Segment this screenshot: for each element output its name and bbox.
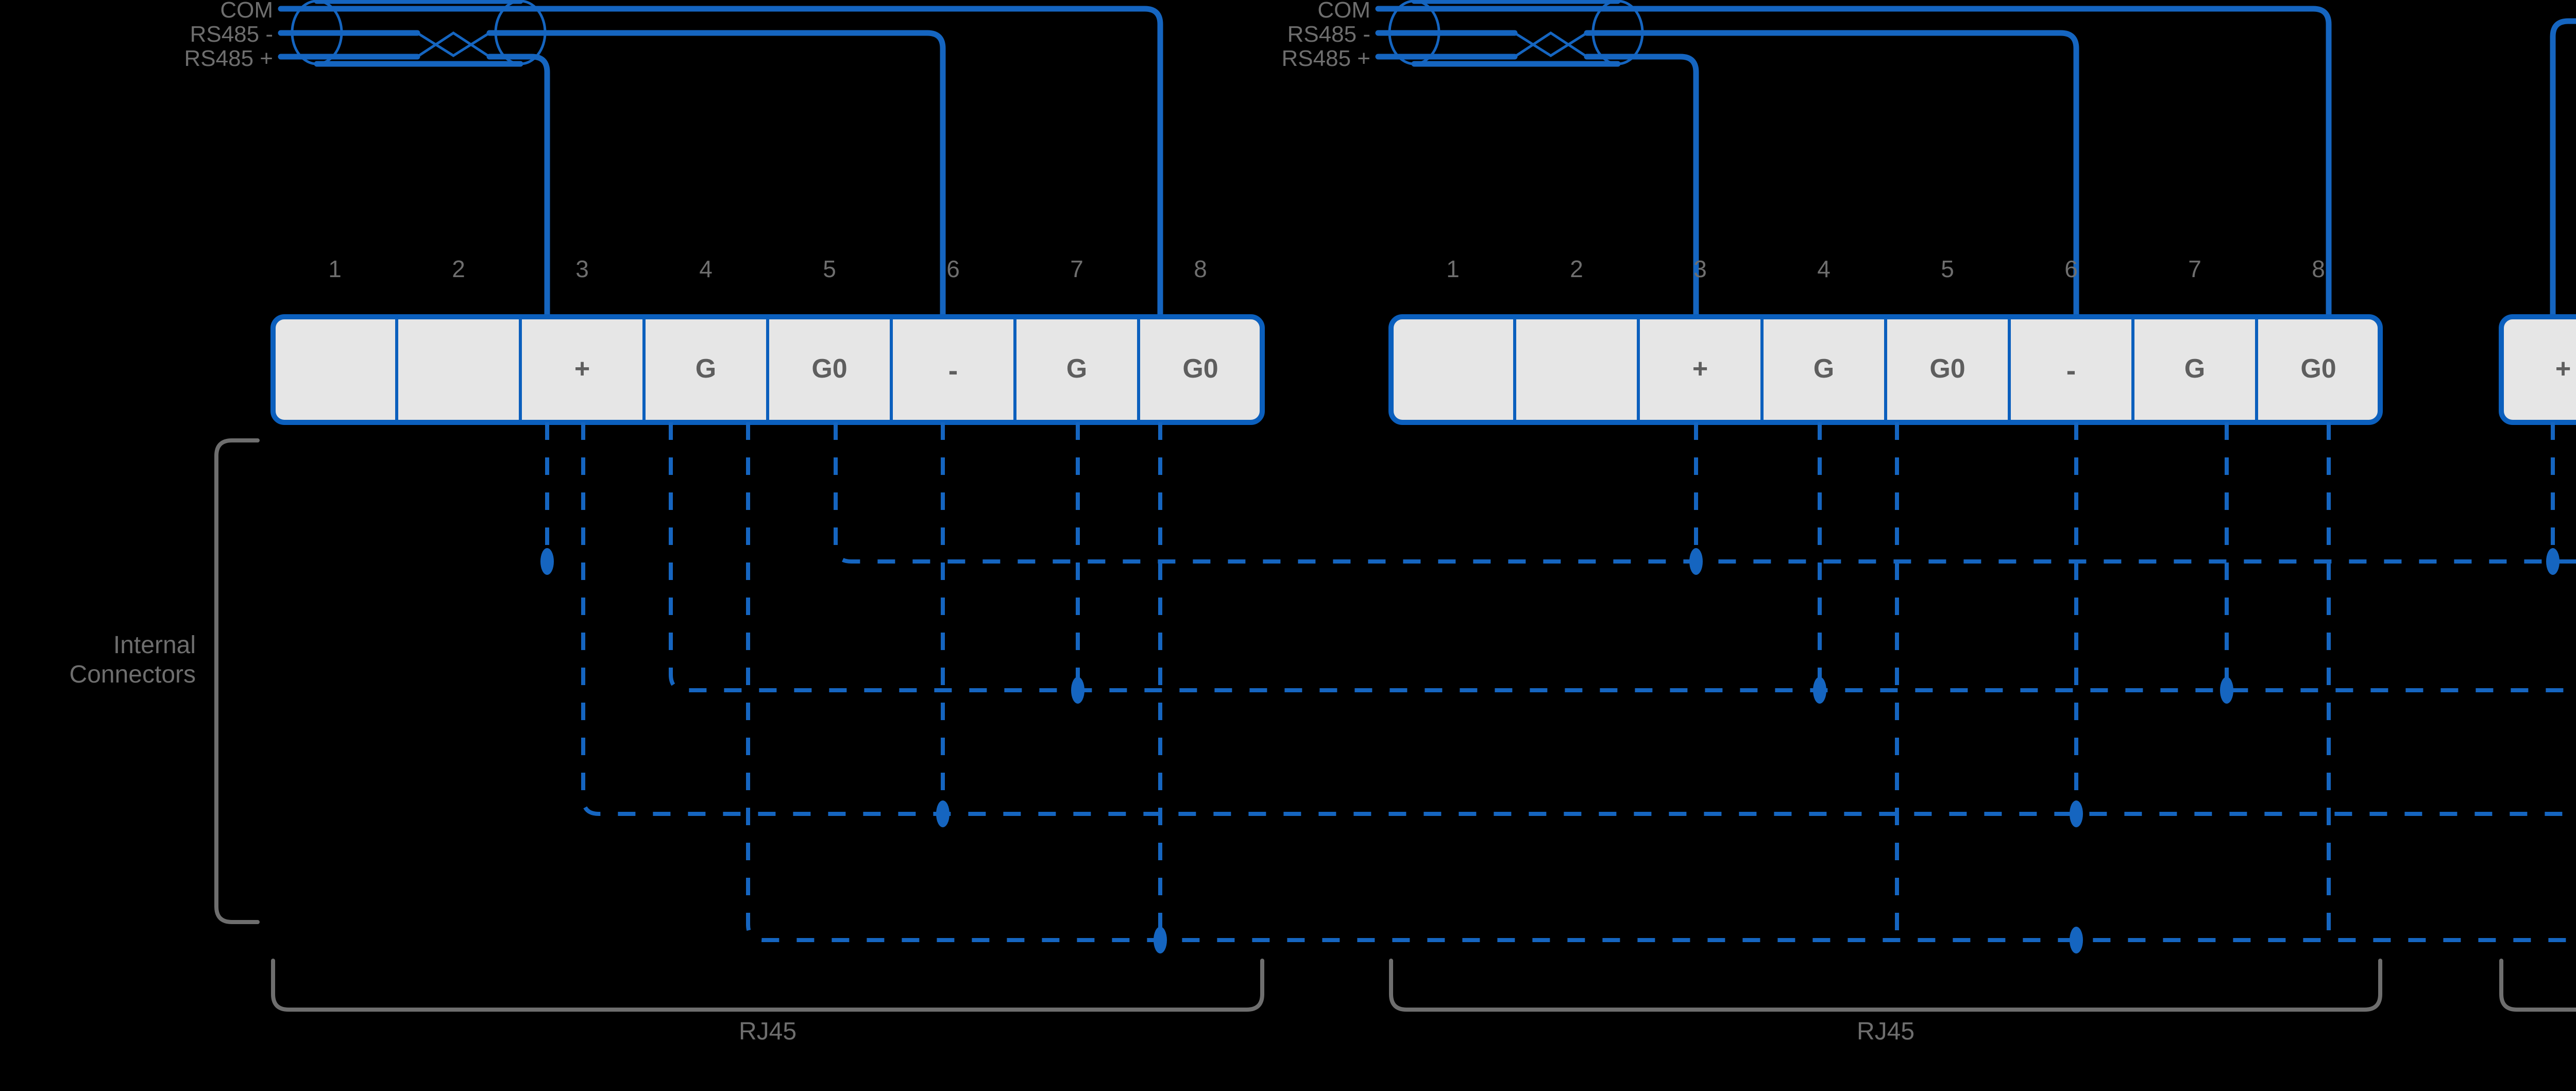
pin-number-rj45-right-7: 7 <box>2188 255 2201 282</box>
pin-number-rj45-left-7: 7 <box>1070 255 1083 282</box>
pin-label-rj45-left-3[interactable]: + <box>574 354 590 384</box>
cable-middle-wire-label-rs485-plus: RS485 + <box>1281 46 1370 71</box>
pin-label-rj45-left-5[interactable]: G0 <box>811 354 848 384</box>
cable-middle-wire-label-com: COM <box>1317 0 1370 23</box>
pin-number-rj45-left-3: 3 <box>575 255 589 282</box>
pin-number-rj45-right-5: 5 <box>1941 255 1954 282</box>
cable-left-wire-label-rs485-minus: RS485 - <box>190 22 273 47</box>
pin-label-rj45-right-3[interactable]: + <box>1692 354 1708 384</box>
pin-label-rj45-right-5[interactable]: G0 <box>1929 354 1965 384</box>
pin-label-rj45-left-6[interactable]: - <box>948 354 958 386</box>
pin-number-rj45-right-3: 3 <box>1693 255 1707 282</box>
terminal-block-screw[interactable] <box>2499 314 2576 425</box>
pin-number-rj45-left-5: 5 <box>823 255 836 282</box>
pin-label-rj45-right-4[interactable]: G <box>1813 354 1835 384</box>
bracket-label-rj45-left: RJ45 <box>738 1018 797 1045</box>
cable-right <box>2550 18 2576 322</box>
cable-middle <box>1375 0 2332 322</box>
pin-number-rj45-left-1: 1 <box>328 255 342 282</box>
bracket-rj45-left <box>271 959 1264 1012</box>
pin-label-rj45-right-8[interactable]: G0 <box>2300 354 2336 384</box>
bracket-screw-terminal <box>2499 959 2576 1012</box>
cable-left-wire-label-rs485-plus: RS485 + <box>184 46 273 71</box>
bracket-label-rj45-right: RJ45 <box>1856 1018 1915 1045</box>
pin-number-rj45-left-8: 8 <box>1194 255 1207 282</box>
pin-number-rj45-left-4: 4 <box>699 255 713 282</box>
cable-middle-wire-label-rs485-minus: RS485 - <box>1287 22 1370 47</box>
pin-number-rj45-left-6: 6 <box>946 255 960 282</box>
internal-bus-wiring <box>540 422 2576 953</box>
pin-number-rj45-right-2: 2 <box>1570 255 1583 282</box>
internal-connectors-label: Internal Connectors <box>69 632 196 688</box>
pin-label-rj45-left-4[interactable]: G <box>695 354 717 384</box>
pin-number-rj45-right-8: 8 <box>2312 255 2325 282</box>
pin-number-rj45-right-1: 1 <box>1446 255 1460 282</box>
pin-label-screw-terminal-1[interactable]: + <box>2555 354 2571 384</box>
pin-label-rj45-right-7[interactable]: G <box>2184 354 2206 384</box>
pin-number-rj45-right-4: 4 <box>1817 255 1831 282</box>
pin-number-rj45-right-6: 6 <box>2064 255 2078 282</box>
cable-left <box>278 0 1163 322</box>
terminal-block-rj45-right[interactable] <box>1388 314 2383 425</box>
bracket-internal-connectors <box>214 438 260 924</box>
pin-number-rj45-left-2: 2 <box>452 255 465 282</box>
pin-label-rj45-left-7[interactable]: G <box>1066 354 1088 384</box>
pin-label-rj45-left-8[interactable]: G0 <box>1182 354 1218 384</box>
cable-left-wire-label-com: COM <box>220 0 273 23</box>
terminal-block-rj45-left[interactable] <box>270 314 1265 425</box>
pin-label-rj45-right-6[interactable]: - <box>2066 354 2076 386</box>
bracket-rj45-right <box>1389 959 2382 1012</box>
